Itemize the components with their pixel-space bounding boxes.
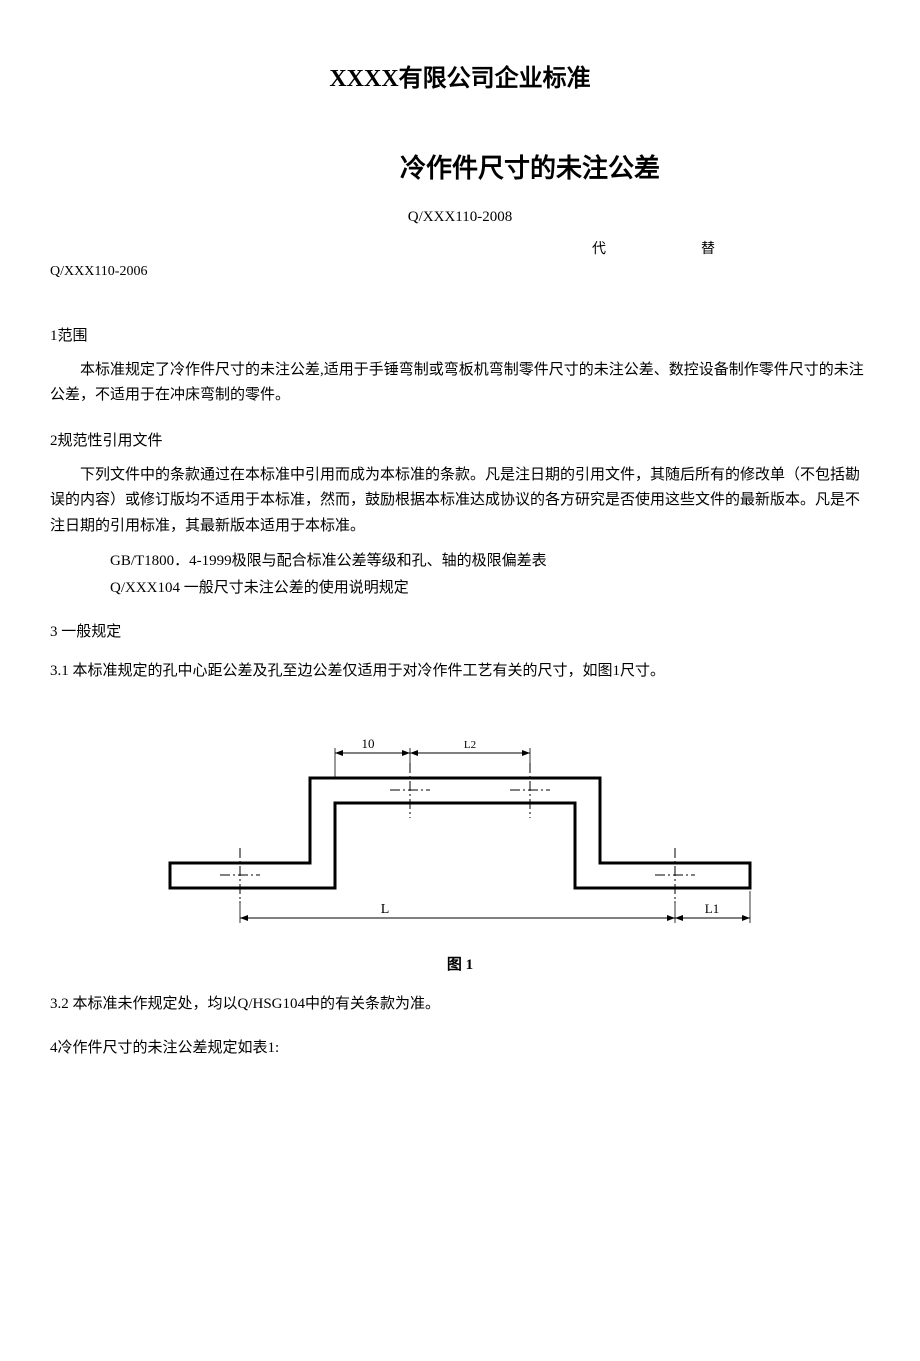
dim-l-label: L xyxy=(381,902,390,917)
dim-l1-arrow-r xyxy=(742,915,750,921)
section-2-ref2: Q/XXX104 一般尺寸未注公差的使用说明规定 xyxy=(50,576,870,600)
part-outline xyxy=(170,778,750,888)
section-2-ref1: GB/T1800．4-1999极限与配合标准公差等级和孔、轴的极限偏差表 xyxy=(50,549,870,573)
dim-l-arrow-r xyxy=(667,915,675,921)
dim-10-arrow-r xyxy=(402,750,410,756)
section-2-heading: 2规范性引用文件 xyxy=(50,429,870,453)
figure-1-caption: 图 1 xyxy=(50,953,870,977)
section-4-heading: 4冷作件尺寸的未注公差规定如表1: xyxy=(50,1036,870,1060)
section-3-1: 3.1 本标准规定的孔中心距公差及孔至边公差仅适用于对冷作件工艺有关的尺寸，如图… xyxy=(50,659,870,683)
dim-l1-label: L1 xyxy=(705,901,719,916)
dim-l2-arrow-r xyxy=(522,750,530,756)
dim-10-label: 10 xyxy=(362,736,375,751)
figure-1-svg: 10 L2 L L1 xyxy=(130,713,790,943)
dim-l1-arrow-l xyxy=(675,915,683,921)
dim-10-arrow-l xyxy=(335,750,343,756)
section-3-heading: 3 一般规定 xyxy=(50,620,870,644)
section-1-heading: 1范围 xyxy=(50,324,870,348)
dim-l-arrow-l xyxy=(240,915,248,921)
section-2-body: 下列文件中的条款通过在本标准中引用而成为本标准的条款。凡是注日期的引用文件，其随… xyxy=(50,463,870,540)
replacement-label: 代替 xyxy=(592,239,870,261)
replaced-doc-number: Q/XXX110-2006 xyxy=(50,261,870,283)
section-3-2: 3.2 本标准未作规定处，均以Q/HSG104中的有关条款为准。 xyxy=(50,992,870,1016)
section-1-body: 本标准规定了冷作件尺寸的未注公差,适用于手锤弯制或弯板机弯制零件尺寸的未注公差、… xyxy=(50,358,870,409)
company-title: XXXX有限公司企业标准 xyxy=(50,60,870,98)
document-title: 冷作件尺寸的未注公差 xyxy=(190,148,870,190)
document-number: Q/XXX110-2008 xyxy=(50,205,870,229)
dim-l2-label: L2 xyxy=(464,739,476,751)
figure-1: 10 L2 L L1 xyxy=(50,713,870,943)
dim-l2-arrow-l xyxy=(410,750,418,756)
